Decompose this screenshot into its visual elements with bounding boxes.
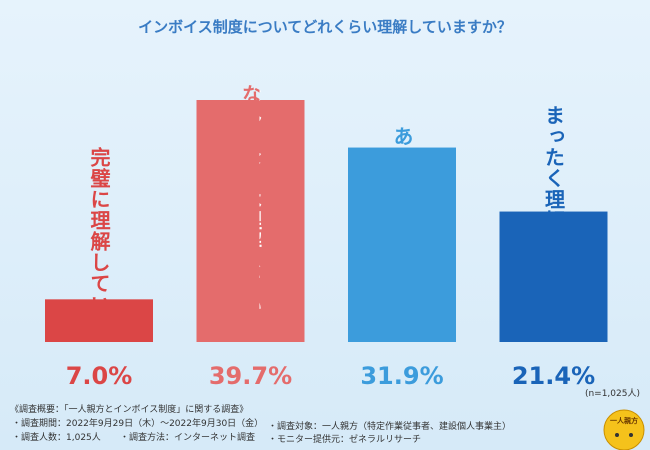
bar: [45, 299, 153, 342]
value-label: 21.4%: [512, 362, 595, 390]
category-label: 完璧に理解している: [87, 146, 111, 336]
bar: [499, 211, 608, 342]
bar: [348, 147, 456, 342]
category-label: あまり理解していない: [390, 126, 414, 336]
value-label: 7.0%: [66, 362, 133, 390]
logo: 一人親方: [603, 409, 645, 450]
footer-item: ・調査対象：一人親方（特定作業従事者、建設個人事業主）: [268, 420, 511, 432]
footer-item: ・モニター提供元：ゼネラルリサーチ: [268, 433, 421, 445]
logo-text: 一人親方: [610, 416, 638, 425]
category-label: なんとなくは理解している: [239, 84, 263, 336]
sample-note: (n=1,025人): [585, 388, 640, 399]
value-label: 31.9%: [360, 362, 443, 390]
footer-heading: 《調査概要：「一人親方とインボイス制度」に関する調査》: [10, 403, 248, 415]
logo-eye: [615, 433, 619, 437]
logo-eye: [629, 433, 633, 437]
footer-item: ・調査方法：インターネット調査: [120, 431, 255, 443]
footer-item: ・調査期間：2022年9月29日（木）～2022年9月30日（金）: [12, 417, 263, 429]
value-label: 39.7%: [209, 362, 292, 390]
chart-title: インボイス制度についてどれくらい理解していますか？: [138, 18, 512, 36]
bar: [196, 100, 305, 342]
footer-item: ・調査人数：1,025人: [12, 431, 101, 443]
category-label: まったく理解していない: [542, 105, 566, 336]
logo-badge: [603, 409, 645, 450]
